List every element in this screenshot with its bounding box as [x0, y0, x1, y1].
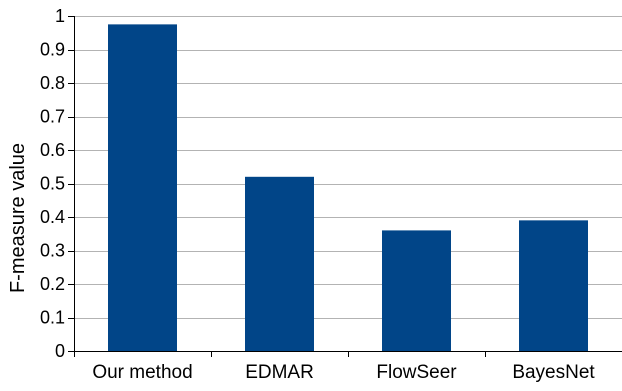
y-tick-label: 0.3	[40, 241, 65, 261]
y-tick-label: 0.4	[40, 207, 65, 227]
y-tick-label: 0.7	[40, 107, 65, 127]
y-tick-labels: 0 0.1 0.2 0.3 0.4 0.5 0.6 0.7 0.8 0.9 1	[40, 6, 65, 361]
y-tick-label: 0.9	[40, 40, 65, 60]
bar	[382, 230, 451, 351]
bar	[245, 176, 314, 351]
bar	[108, 24, 177, 351]
y-tick-label: 1	[55, 6, 65, 26]
y-tick-label: 0.6	[40, 140, 65, 160]
y-tick-label: 0.1	[40, 308, 65, 328]
axes	[68, 16, 622, 357]
x-category-label: Our method	[92, 362, 192, 383]
y-tick-label: 0.5	[40, 174, 65, 194]
x-category-label: FlowSeer	[376, 362, 457, 383]
bars	[108, 24, 588, 351]
y-tick-label: 0	[55, 341, 65, 361]
y-tick-label: 0.8	[40, 73, 65, 93]
x-category-label: EDMAR	[245, 362, 314, 383]
y-tick-label: 0.2	[40, 274, 65, 294]
bar	[519, 220, 588, 351]
x-category-labels: Our method EDMAR FlowSeer BayesNet	[92, 362, 595, 383]
x-category-label: BayesNet	[512, 362, 595, 383]
y-axis-title: F-measure value	[7, 143, 29, 293]
